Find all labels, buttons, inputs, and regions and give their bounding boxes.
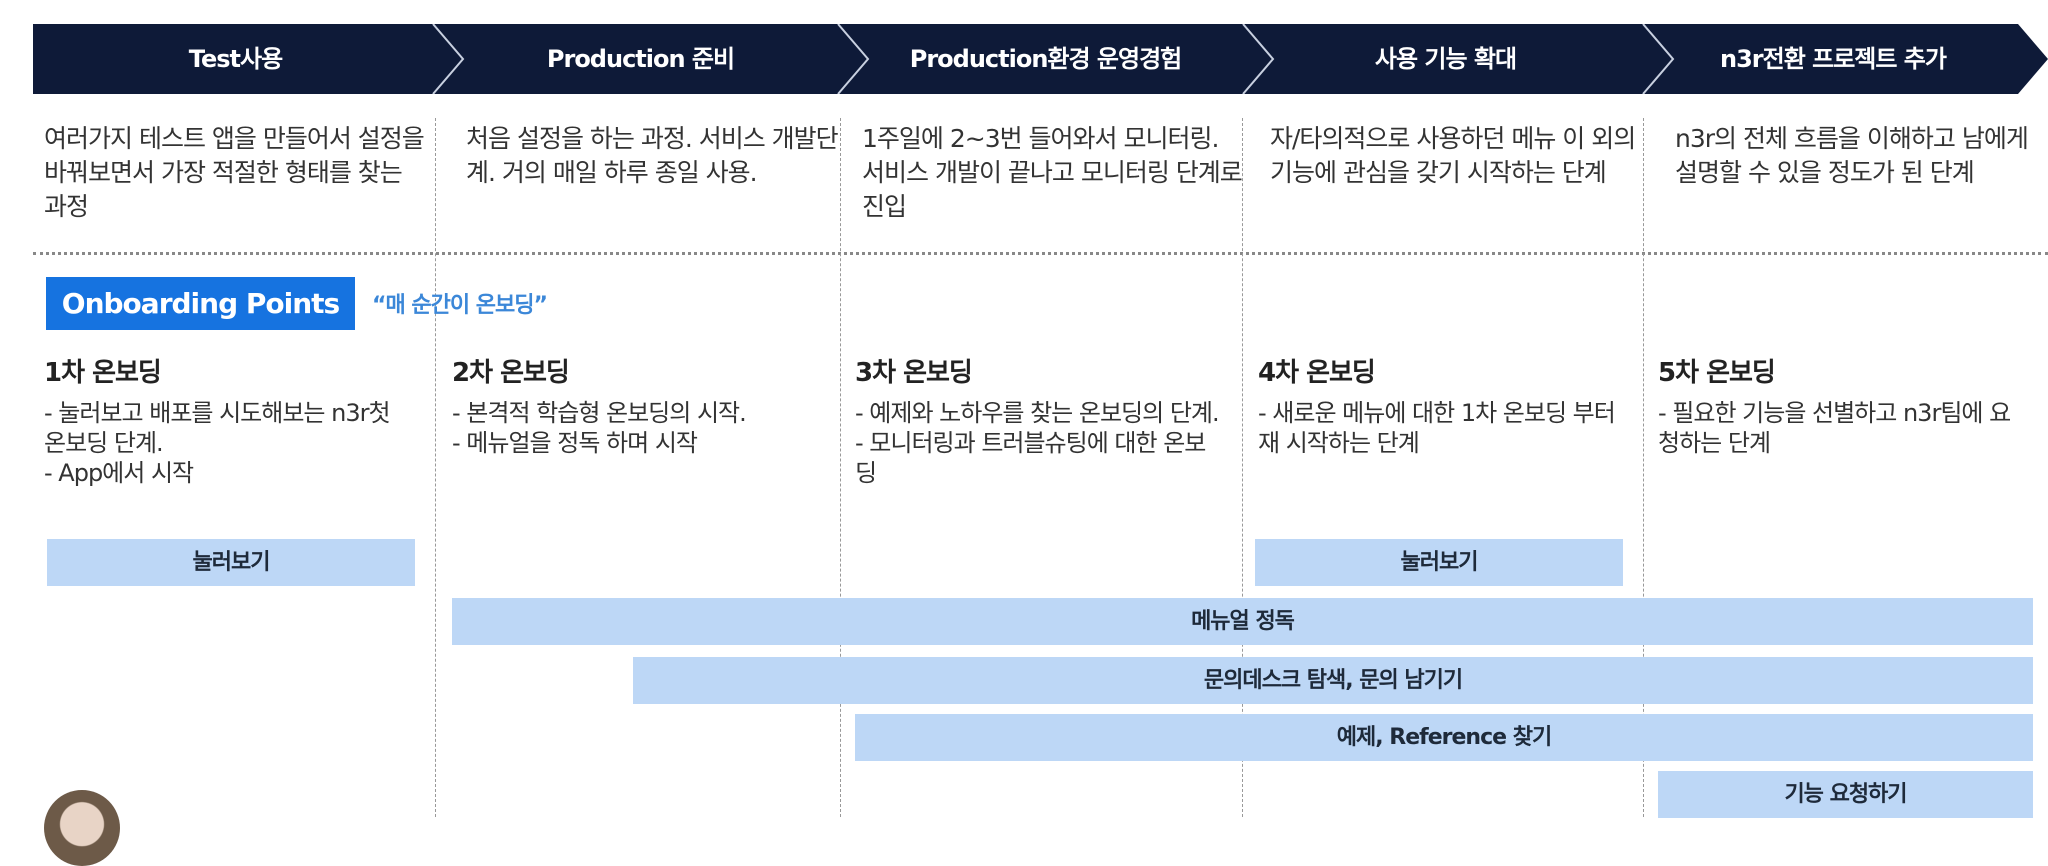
column-divider	[840, 118, 841, 817]
stage-expand: 사용 기능 확대	[1374, 45, 1517, 73]
bar-examples: 예제, Reference 찾기	[855, 714, 2033, 761]
column-divider	[435, 118, 436, 817]
column-divider	[1643, 118, 1644, 817]
step-body: - 새로운 메뉴에 대한 1차 온보딩 부터 재 시작하는 단계	[1258, 398, 1628, 458]
step-line: - App에서 시작	[44, 459, 194, 487]
onboarding-quote: “매 순간이 온보딩”	[372, 293, 548, 318]
stage-desc: 여러가지 테스트 앱을 만들어서 설정을 바꿔보면서 가장 적절한 형태를 찾는…	[44, 124, 425, 221]
step-line: - 눌러보고 배포를 시도해보는 n3r첫 온보딩 단계.	[44, 399, 397, 457]
step-line: - 본격적 학습형 온보딩의 시작.	[452, 399, 747, 427]
step-body: - 필요한 기능을 선별하고 n3r팀에 요청하는 단계	[1658, 398, 2028, 458]
step-title: 3차 온보딩	[855, 358, 973, 388]
chevron-band	[33, 24, 2048, 94]
step-title: 2차 온보딩	[452, 358, 570, 388]
presenter-avatar	[44, 790, 120, 866]
stage-test: Test사용	[188, 45, 283, 73]
step-title: 1차 온보딩	[44, 358, 162, 388]
bar-feature-request: 기능 요청하기	[1658, 771, 2033, 818]
onboarding-points-badge: Onboarding Points	[46, 277, 355, 330]
step-title: 5차 온보딩	[1658, 358, 1776, 388]
step-line: - 예제와 노하우를 찾는 온보딩의 단계.	[855, 399, 1220, 427]
step-line: - 필요한 기능을 선별하고 n3r팀에 요청하는 단계	[1658, 399, 2011, 457]
bar-helpdesk: 문의데스크 탐색, 문의 남기기	[633, 657, 2033, 704]
stage-desc: 처음 설정을 하는 과정. 서비스 개발단계. 거의 매일 하루 종일 사용.	[466, 124, 839, 187]
bar-manual-reading: 메뉴얼 정독	[452, 598, 2033, 645]
stage-n3r: n3r전환 프로젝트 추가	[1720, 45, 1947, 73]
step-title: 4차 온보딩	[1258, 358, 1376, 388]
dotted-divider	[33, 252, 2048, 255]
stage-header-bar	[33, 24, 2048, 94]
bar-try-out-1: 눌러보기	[47, 539, 415, 586]
step-line: - 모니터링과 트러블슈팅에 대한 온보딩	[855, 429, 1206, 487]
step-line: - 새로운 메뉴에 대한 1차 온보딩 부터 재 시작하는 단계	[1258, 399, 1622, 457]
bar-try-out-2: 눌러보기	[1255, 539, 1623, 586]
step-body: - 본격적 학습형 온보딩의 시작. - 메뉴얼을 정독 하며 시작	[452, 398, 822, 458]
stage-desc: 자/타의적으로 사용하던 메뉴 이 외의 기능에 관심을 갖기 시작하는 단계	[1270, 124, 1636, 187]
stage-production-ops: Production환경 운영경험	[909, 45, 1183, 73]
step-body: - 예제와 노하우를 찾는 온보딩의 단계. - 모니터링과 트러블슈팅에 대한…	[855, 398, 1225, 488]
stage-desc: n3r의 전체 흐름을 이해하고 남에게 설명할 수 있을 정도가 된 단계	[1675, 124, 2029, 187]
column-divider	[1242, 118, 1243, 817]
stage-desc: 1주일에 2~3번 들어와서 모니터링. 서비스 개발이 끝나고 모니터링 단계…	[862, 124, 1243, 221]
step-body: - 눌러보고 배포를 시도해보는 n3r첫 온보딩 단계. - App에서 시작	[44, 398, 404, 488]
step-line: - 메뉴얼을 정독 하며 시작	[452, 429, 698, 457]
stage-production-prep: Production 준비	[546, 45, 735, 73]
